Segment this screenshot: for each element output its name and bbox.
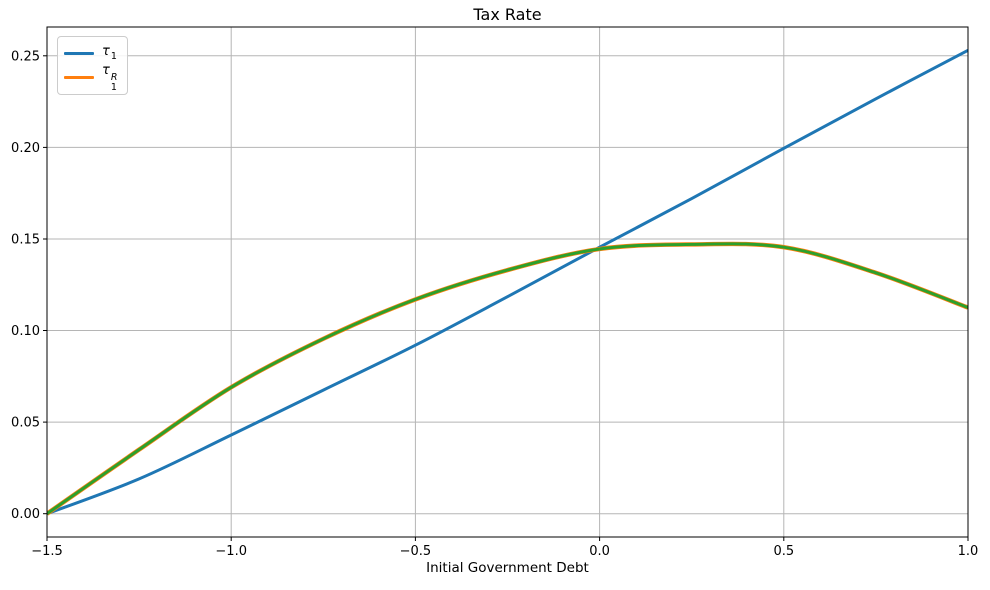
y-tick-label: 0.20 [11, 141, 40, 156]
x-tick-label: −0.5 [400, 544, 432, 559]
x-tick-label: 0.0 [589, 544, 610, 559]
tick-labels: −1.5 −1.0 −0.5 0.0 0.5 1.0 0.00 0.05 0.10 0.15 0.2… [11, 49, 978, 559]
y-tick-label: 0.10 [11, 324, 40, 339]
y-tick-label: 0.15 [11, 233, 40, 248]
x-tick-label: −1.0 [215, 544, 247, 559]
legend-line-tau1 [64, 51, 94, 55]
tau1R-overlay-line [47, 242, 968, 515]
x-tick-label: 0.5 [773, 544, 794, 559]
y-tick-label: 0.25 [11, 49, 40, 64]
x-tick-label: −1.5 [31, 544, 63, 559]
legend: τ1 τ R 1 [57, 36, 128, 95]
legend-label-tau1: τ1 [102, 44, 117, 63]
legend-item-tau1: τ1 [64, 41, 121, 65]
series-lines [47, 48, 968, 516]
ticks [43, 55, 969, 541]
axes-background [47, 27, 968, 537]
axes-spines [46, 26, 969, 538]
x-tick-label: 1.0 [958, 544, 979, 559]
x-axis-label: Initial Government Debt [426, 560, 589, 576]
y-tick-label: 0.00 [11, 507, 40, 522]
tau1-line [47, 48, 968, 516]
chart-title: Tax Rate [473, 5, 542, 24]
legend-line-tau1R [64, 76, 94, 80]
y-tick-label: 0.05 [11, 416, 40, 431]
